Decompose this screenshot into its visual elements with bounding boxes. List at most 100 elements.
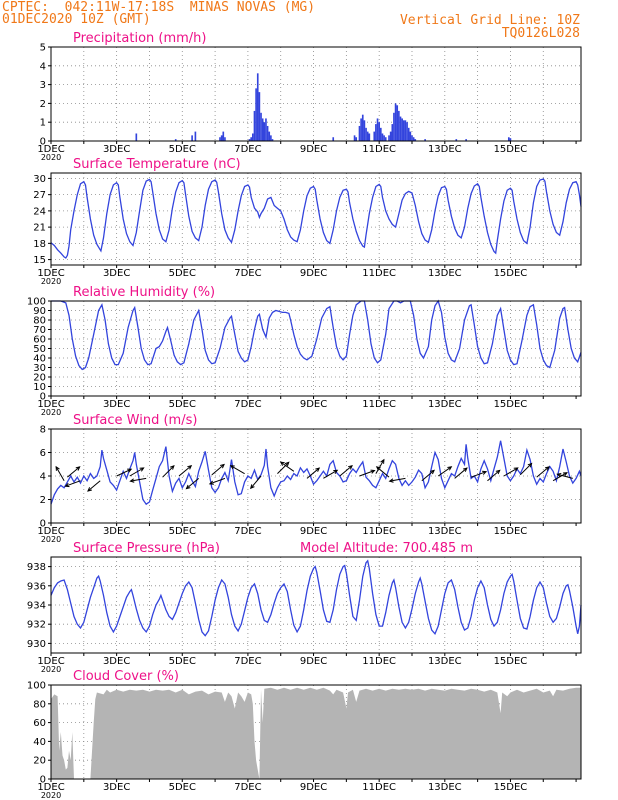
- wind-vector-shaft: [536, 466, 550, 478]
- wind-vector: [116, 468, 133, 477]
- temp-xtick-label: 1DEC: [37, 268, 64, 279]
- precip-xtick-label: 9DEC: [300, 144, 327, 155]
- precip-ytick-label: 1: [40, 118, 46, 129]
- cloud-title: Cloud Cover (%): [73, 669, 179, 684]
- temp-xtick-label: 5DEC: [169, 268, 196, 279]
- wind-vector: [129, 477, 147, 483]
- wind-vector-head: [348, 464, 353, 470]
- wind-xtick-label: 9DEC: [300, 526, 327, 537]
- rh-ytick-label: 40: [33, 354, 46, 365]
- pressure-xtick-label: 9DEC: [300, 656, 327, 667]
- wind-vector: [375, 458, 385, 474]
- precip-bar: [224, 137, 226, 141]
- temp-xtick-label: 3DEC: [103, 268, 130, 279]
- precip-bar: [396, 105, 399, 141]
- wind-vector-shaft: [280, 461, 295, 472]
- wind-vector-shaft: [470, 471, 487, 478]
- wind-vector: [55, 465, 65, 481]
- wind-year-label: 2020: [41, 535, 61, 544]
- precip-bar: [407, 127, 410, 141]
- wind-vector-head: [380, 458, 385, 464]
- cloud-area: [51, 687, 581, 779]
- rh-xtick-label: 3DEC: [103, 399, 130, 410]
- precip-bar: [409, 131, 412, 141]
- cloud-ytick-label: 20: [33, 756, 46, 767]
- precip-bar: [248, 139, 251, 141]
- wind-vector: [208, 477, 226, 485]
- cloud-year-label: 2020: [41, 791, 61, 800]
- header-model-code: TQ0126L028: [501, 26, 580, 41]
- precip-ytick-label: 0: [40, 137, 46, 148]
- wind-vector-shaft: [277, 461, 290, 475]
- wind-xtick-label: 13DEC: [428, 526, 462, 537]
- wind-vector-head: [333, 469, 339, 474]
- wind-vector: [556, 472, 573, 479]
- wind-vector: [162, 465, 175, 478]
- precip-bar: [404, 120, 407, 141]
- precip-bar: [191, 135, 193, 141]
- wind-panel: 0 2 4 6 8 1DEC 3DEC 5DEC 7DEC 9DEC 11DEC 13DEC 15DEC…: [37, 413, 582, 544]
- temp-xtick-label: 11DEC: [362, 268, 396, 279]
- cloud-xtick-label: 9DEC: [300, 782, 327, 793]
- cloud-xtick-label: 5DEC: [169, 782, 196, 793]
- precip-bar: [365, 127, 367, 141]
- precip-bar: [373, 131, 376, 141]
- precip-bar: [366, 131, 369, 141]
- wind-vector: [229, 465, 245, 475]
- precip-xtick-label: 5DEC: [169, 144, 196, 155]
- wind-vector-head: [185, 484, 191, 490]
- wind-vector-head: [513, 467, 519, 472]
- wind-vector-shaft: [130, 477, 147, 482]
- wind-vector-head: [139, 467, 145, 472]
- wind-vector-head: [544, 466, 550, 471]
- rh-xtick-label: 1DEC: [37, 399, 64, 410]
- wind-vector: [129, 467, 145, 477]
- rh-ytick-label: 10: [33, 382, 46, 393]
- precip-plot-area: [51, 47, 581, 141]
- cloud-ytick-label: 40: [33, 737, 46, 748]
- wind-vector-shaft: [421, 470, 435, 482]
- precip-ytick-label: 4: [40, 61, 46, 72]
- precip-bar: [363, 120, 366, 141]
- rh-xtick-label: 7DEC: [234, 399, 261, 410]
- wind-vector: [67, 466, 81, 478]
- wind-xtick-label: 15DEC: [494, 526, 528, 537]
- precip-bar: [388, 135, 390, 141]
- temp-xtick-label: 13DEC: [428, 268, 462, 279]
- temp-plot-area: [51, 173, 581, 265]
- temp-ytick-label: 21: [33, 223, 46, 234]
- temp-ytick-label: 15: [33, 255, 46, 266]
- wind-vector: [388, 477, 406, 483]
- wind-xtick-label: 5DEC: [169, 526, 196, 537]
- wind-vector-head: [87, 487, 92, 492]
- precip-bar: [222, 131, 225, 141]
- wind-vector-head: [375, 466, 381, 471]
- wind-vector: [375, 466, 390, 478]
- precip-bar: [261, 118, 264, 141]
- precip-bar: [378, 122, 380, 141]
- precip-ytick-label: 2: [40, 99, 46, 110]
- wind-vector-head: [562, 472, 568, 477]
- wind-vector-head: [284, 461, 290, 467]
- pressure-xtick-label: 7DEC: [234, 656, 261, 667]
- wind-vector-head: [279, 461, 285, 466]
- precip-bar: [391, 124, 394, 141]
- pressure-title: Surface Pressure (hPa): [73, 541, 220, 556]
- precip-bar: [332, 137, 335, 141]
- rh-xtick-label: 15DEC: [494, 399, 528, 410]
- rh-xtick-label: 11DEC: [362, 399, 396, 410]
- wind-vector-shaft: [437, 466, 452, 477]
- precip-bar: [256, 73, 259, 141]
- rh-ytick-label: 50: [33, 344, 46, 355]
- precip-bar: [220, 135, 223, 141]
- precip-bar: [465, 139, 467, 141]
- header-run-date: 01DEC2020 10Z (GMT): [2, 12, 151, 27]
- precip-bar: [406, 122, 408, 141]
- wind-vector-head: [129, 478, 135, 483]
- precip-bar: [255, 88, 257, 141]
- pressure-xtick-label: 1DEC: [37, 656, 64, 667]
- precip-bar: [394, 103, 397, 141]
